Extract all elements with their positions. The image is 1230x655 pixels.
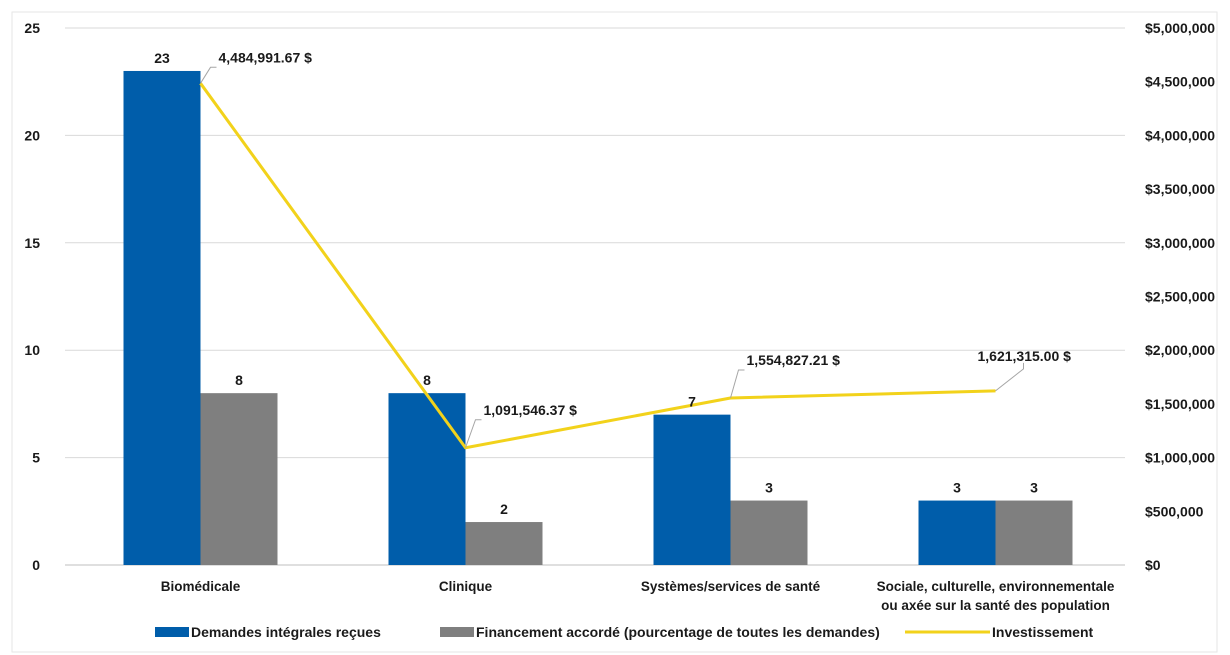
line-data-label: 1,091,546.37 $	[484, 402, 578, 418]
right-axis-ticks: $0 $500,000 $1,000,000 $1,500,000 $2,000,000…	[1145, 20, 1215, 573]
category-label: Clinique	[439, 579, 493, 594]
right-tick-label: $1,000,000	[1145, 450, 1215, 466]
right-tick-label: $4,500,000	[1145, 74, 1215, 90]
leader-line	[730, 369, 745, 399]
bar-data-label: 3	[1030, 480, 1038, 496]
right-tick-label: $3,000,000	[1145, 235, 1215, 251]
bar-series	[123, 70, 1073, 566]
line-data-label: 1,621,315.00 $	[978, 348, 1072, 364]
leader-line	[200, 66, 217, 84]
bar-data-label: 23	[154, 50, 170, 66]
category-labels: Biomédicale Clinique Systèmes/services de …	[161, 579, 1115, 613]
bar	[995, 500, 1073, 565]
bar-data-label: 8	[423, 372, 431, 388]
right-tick-label: $0	[1145, 557, 1161, 573]
left-tick-label: 10	[24, 342, 40, 358]
right-tick-label: $3,500,000	[1145, 181, 1215, 197]
left-tick-label: 5	[32, 450, 40, 466]
bar	[123, 70, 201, 566]
line-series	[199, 66, 1024, 450]
leader-line	[465, 419, 482, 448]
left-tick-label: 25	[24, 20, 40, 36]
category-label: Biomédicale	[161, 579, 241, 594]
investment-line	[199, 82, 996, 450]
bar	[200, 393, 278, 565]
leader-line	[995, 362, 1024, 392]
right-tick-label: $2,500,000	[1145, 289, 1215, 305]
legend-label: Demandes intégrales reçues	[191, 624, 381, 640]
bar-data-label: 3	[953, 480, 961, 496]
right-tick-label: $500,000	[1145, 503, 1204, 519]
legend-swatch	[155, 627, 189, 637]
category-label: Sociale, culturelle, environnementale	[877, 579, 1115, 594]
bar-data-label: 3	[765, 480, 773, 496]
right-tick-label: $2,000,000	[1145, 342, 1215, 358]
line-data-label: 1,554,827.21 $	[747, 352, 841, 368]
legend-label: Financement accordé (pourcentage de tout…	[476, 624, 880, 640]
left-axis-ticks: 0 5 10 15 20 25	[24, 20, 40, 573]
right-tick-label: $5,000,000	[1145, 20, 1215, 36]
bar	[465, 522, 543, 565]
category-label: ou axée sur la santé des population	[881, 598, 1110, 613]
bar-data-label: 8	[235, 372, 243, 388]
legend-swatch	[440, 627, 474, 637]
bar	[918, 500, 996, 565]
legend-label: Investissement	[992, 624, 1093, 640]
left-tick-label: 0	[32, 557, 40, 573]
legend: Demandes intégrales reçues Financement ac…	[155, 624, 1093, 640]
right-tick-label: $1,500,000	[1145, 396, 1215, 412]
bar	[388, 393, 466, 565]
category-label: Systèmes/services de santé	[641, 579, 821, 594]
left-tick-label: 15	[24, 235, 40, 251]
right-tick-label: $4,000,000	[1145, 127, 1215, 143]
left-tick-label: 20	[24, 127, 40, 143]
bar-data-label: 2	[500, 501, 508, 517]
bar	[653, 414, 731, 565]
line-data-label: 4,484,991.67 $	[219, 49, 313, 65]
bar	[730, 500, 808, 565]
bar-data-label: 7	[688, 394, 696, 410]
